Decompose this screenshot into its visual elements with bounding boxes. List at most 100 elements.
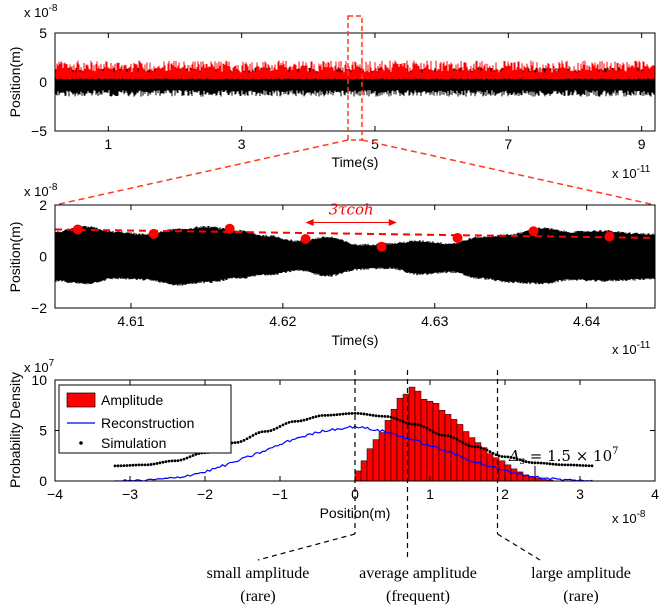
simulation-dot — [239, 440, 243, 443]
simulation-dot — [266, 429, 270, 433]
simulation-dot — [233, 441, 237, 445]
simulation-dot — [389, 415, 393, 419]
simulation-dot — [440, 433, 444, 437]
y-tick-label: −5 — [31, 123, 47, 139]
simulation-dot — [356, 412, 360, 415]
legend-reconstruction: Reconstruction — [101, 415, 194, 431]
simulation-dot — [167, 459, 171, 463]
amplitude-point — [72, 224, 83, 235]
x-tick-label: 1 — [426, 486, 434, 502]
simulation-dot — [545, 462, 549, 465]
simulation-dot — [320, 414, 324, 417]
simulation-dot — [335, 413, 339, 417]
simulation-dot — [284, 422, 288, 425]
simulation-dot — [338, 412, 342, 416]
simulation-dot — [326, 413, 330, 417]
histogram-bar — [384, 420, 392, 481]
histogram-bar — [450, 419, 458, 481]
simulation-dot — [359, 412, 363, 416]
simulation-dot — [590, 464, 594, 468]
simulation-dot — [524, 460, 528, 463]
average-amplitude-label: average amplitude — [359, 565, 477, 582]
simulation-dot — [125, 464, 129, 467]
x-tick-label: 3 — [576, 486, 584, 502]
simulation-dot — [455, 437, 459, 441]
simulation-dot — [293, 420, 297, 423]
simulation-dot — [383, 414, 387, 418]
simulation-dot — [272, 428, 276, 431]
histogram-bar — [432, 402, 440, 481]
simulation-dot — [560, 463, 564, 467]
simulation-dot — [572, 463, 576, 467]
simulation-dot — [161, 460, 165, 464]
simulation-dot — [254, 432, 258, 436]
simulation-dot — [329, 413, 333, 417]
histogram-bar — [396, 397, 404, 481]
simulation-dot — [485, 448, 489, 452]
p3-ylabel: Probability Density — [7, 372, 23, 488]
simulation-dot — [461, 441, 465, 445]
simulation-dot — [374, 414, 378, 418]
simulation-dot — [245, 437, 249, 441]
simulation-dot — [542, 461, 546, 465]
legend-simulation: Simulation — [101, 435, 166, 451]
simulation-dot — [494, 453, 498, 457]
p1-x-exponent: x 10-11 — [612, 164, 651, 181]
histogram-bar — [360, 460, 368, 481]
simulation-dot — [170, 459, 174, 463]
simulation-dot — [143, 463, 147, 467]
y-tick-label: 2 — [39, 197, 47, 213]
simulation-dot — [158, 461, 162, 465]
simulation-dot — [392, 416, 396, 420]
amplitude-point — [224, 223, 235, 234]
p2-xlabel: Time(s) — [332, 332, 379, 348]
simulation-dot — [398, 419, 402, 422]
simulation-dot — [446, 434, 450, 438]
average-amplitude-sub: (frequent) — [386, 588, 450, 605]
simulation-dot — [302, 418, 306, 422]
simulation-dot — [242, 438, 246, 442]
simulation-dot — [191, 454, 195, 457]
simulation-dot — [443, 434, 447, 437]
simulation-dot — [263, 430, 267, 433]
p2-signal-layer — [55, 223, 655, 286]
histogram-bar — [468, 437, 476, 481]
simulation-dot — [362, 412, 366, 416]
histogram-bar — [408, 386, 416, 481]
simulation-dot — [341, 412, 345, 416]
simulation-dot — [581, 464, 585, 467]
p3-y-exponent: x 107 — [24, 358, 55, 375]
simulation-dot — [407, 422, 411, 426]
simulation-dot — [248, 435, 252, 439]
coherence-arrowhead-left — [305, 219, 314, 227]
x-tick-label: 7 — [504, 136, 512, 152]
simulation-dot — [332, 413, 336, 417]
simulation-dot — [437, 433, 441, 436]
simulation-dot — [509, 455, 513, 459]
simulation-dot — [533, 461, 537, 465]
histogram-bar — [462, 431, 470, 481]
simulation-dot — [119, 464, 123, 468]
simulation-dot — [287, 420, 291, 424]
simulation-dot — [500, 455, 504, 458]
simulation-dot — [551, 462, 555, 466]
simulation-dot — [470, 444, 474, 448]
zoom-line-right — [361, 139, 656, 206]
simulation-dot — [506, 455, 510, 459]
simulation-dot — [587, 464, 591, 468]
simulation-dot — [365, 412, 369, 416]
coherence-label: 3τcoh — [329, 201, 374, 219]
x-tick-label: 4.61 — [117, 313, 144, 329]
simulation-dot — [497, 454, 501, 458]
simulation-dot — [530, 461, 534, 465]
y-tick-label: −2 — [31, 300, 47, 316]
simulation-dot — [317, 414, 321, 418]
p1-signal-layer — [55, 60, 655, 97]
y-tick-label: 5 — [39, 423, 47, 439]
simulation-dot — [452, 436, 456, 440]
zoom-line-left — [54, 139, 349, 206]
simulation-dot — [377, 414, 381, 418]
simulation-dot — [578, 463, 582, 467]
simulation-dot — [260, 430, 264, 434]
